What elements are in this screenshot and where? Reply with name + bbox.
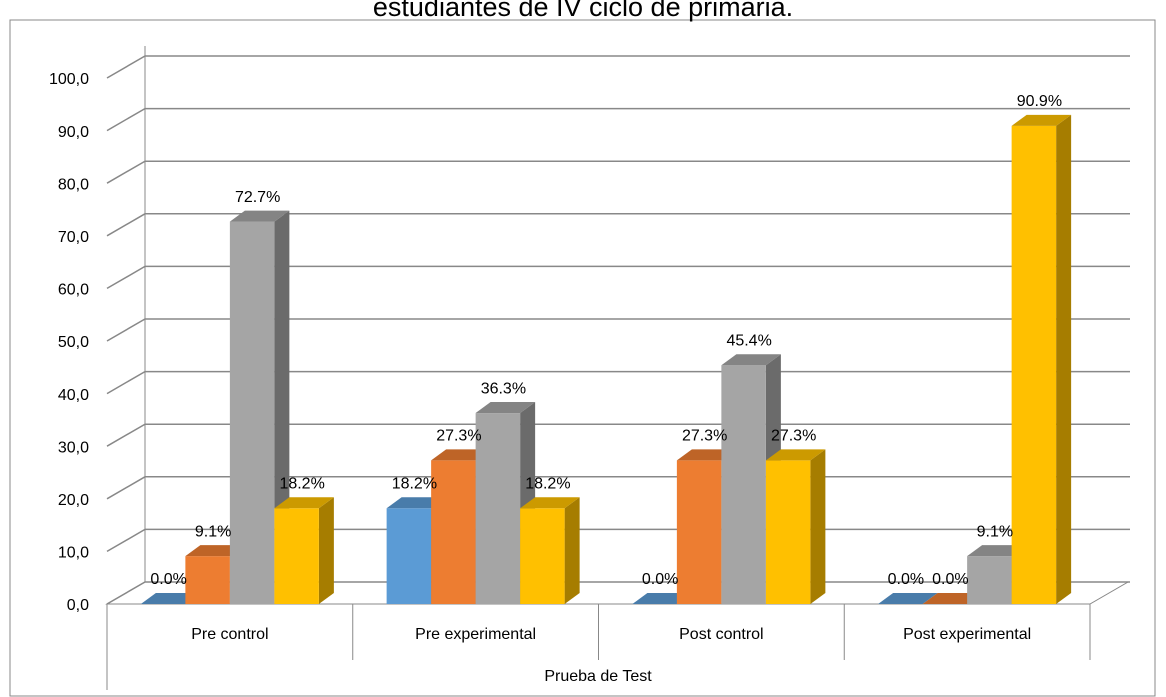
grid-line: [106, 370, 1130, 395]
chart-title: estudiantes de IV ciclo de primaria.: [373, 0, 793, 22]
grid-line: [106, 107, 1130, 132]
y-tick-label: 50,0: [58, 334, 89, 351]
grid-line: [106, 55, 1130, 79]
y-tick-label: 20,0: [58, 492, 89, 509]
y-tick-label: 80,0: [58, 176, 89, 193]
data-label: 45.4%: [726, 332, 771, 349]
bar-side: [318, 497, 334, 604]
data-label: 0.0%: [642, 571, 678, 588]
bar-side: [810, 449, 826, 604]
data-label: 0.0%: [932, 571, 968, 588]
data-label: 27.3%: [436, 428, 481, 445]
data-label: 18.2%: [279, 475, 324, 492]
bar-front: [765, 460, 811, 604]
bar: [1011, 114, 1072, 604]
data-label: 0.0%: [888, 571, 924, 588]
bar-front: [185, 556, 230, 604]
bar-front: [475, 413, 521, 604]
grid-line: [106, 318, 1130, 342]
bar-front: [967, 556, 1012, 604]
data-label: 72.7%: [235, 189, 280, 206]
bar: [520, 497, 580, 604]
bar-front: [229, 221, 275, 604]
bar-front: [520, 508, 565, 604]
bar-top: [765, 449, 826, 461]
bar-top: [721, 354, 781, 366]
y-tick-label: 90,0: [58, 124, 89, 141]
bar-top: [229, 210, 290, 222]
grid-line: [106, 213, 1130, 237]
bar: [878, 593, 938, 604]
x-tick-label: Post control: [679, 626, 763, 643]
grid-line: [106, 160, 1130, 184]
y-tick-label: 70,0: [58, 229, 89, 246]
bar-front: [431, 460, 476, 604]
y-tick-label: 10,0: [58, 545, 89, 562]
data-label: 90.9%: [1017, 93, 1062, 110]
data-label: 0.0%: [150, 571, 186, 588]
bar-top: [520, 497, 580, 509]
bar-top: [475, 402, 536, 414]
bar-front: [274, 508, 319, 604]
bar-top: [1011, 114, 1072, 126]
y-tick-label: 40,0: [58, 387, 89, 404]
bar-front: [721, 365, 766, 604]
data-label: 18.2%: [392, 475, 437, 492]
bar-side: [1056, 114, 1072, 604]
bar: [765, 449, 826, 604]
bar: [274, 497, 334, 604]
data-label: 9.1%: [977, 523, 1013, 540]
y-tick-label: 100,0: [49, 71, 89, 88]
bar-front: [676, 460, 722, 604]
data-label: 18.2%: [525, 475, 570, 492]
bar-top: [878, 593, 938, 604]
bar-top: [274, 497, 334, 509]
data-label: 9.1%: [195, 523, 231, 540]
grid-line: [106, 423, 1130, 447]
x-tick-label: Pre experimental: [415, 626, 536, 643]
data-label: 27.3%: [682, 428, 727, 445]
data-label: 27.3%: [771, 428, 816, 445]
y-tick-label: 30,0: [58, 439, 89, 456]
bar-side: [564, 497, 580, 604]
data-label: 36.3%: [481, 380, 526, 397]
bar-front: [1011, 125, 1057, 604]
y-tick-label: 0,0: [67, 597, 89, 614]
chart-frame: [9, 19, 1156, 697]
x-tick-label: Pre control: [191, 626, 268, 643]
grid-line: [106, 265, 1130, 290]
y-tick-label: 60,0: [58, 282, 89, 299]
x-tick-label: Post experimental: [903, 626, 1031, 643]
bar-front: [386, 508, 432, 604]
x-axis-label: Prueba de Test: [544, 668, 652, 685]
